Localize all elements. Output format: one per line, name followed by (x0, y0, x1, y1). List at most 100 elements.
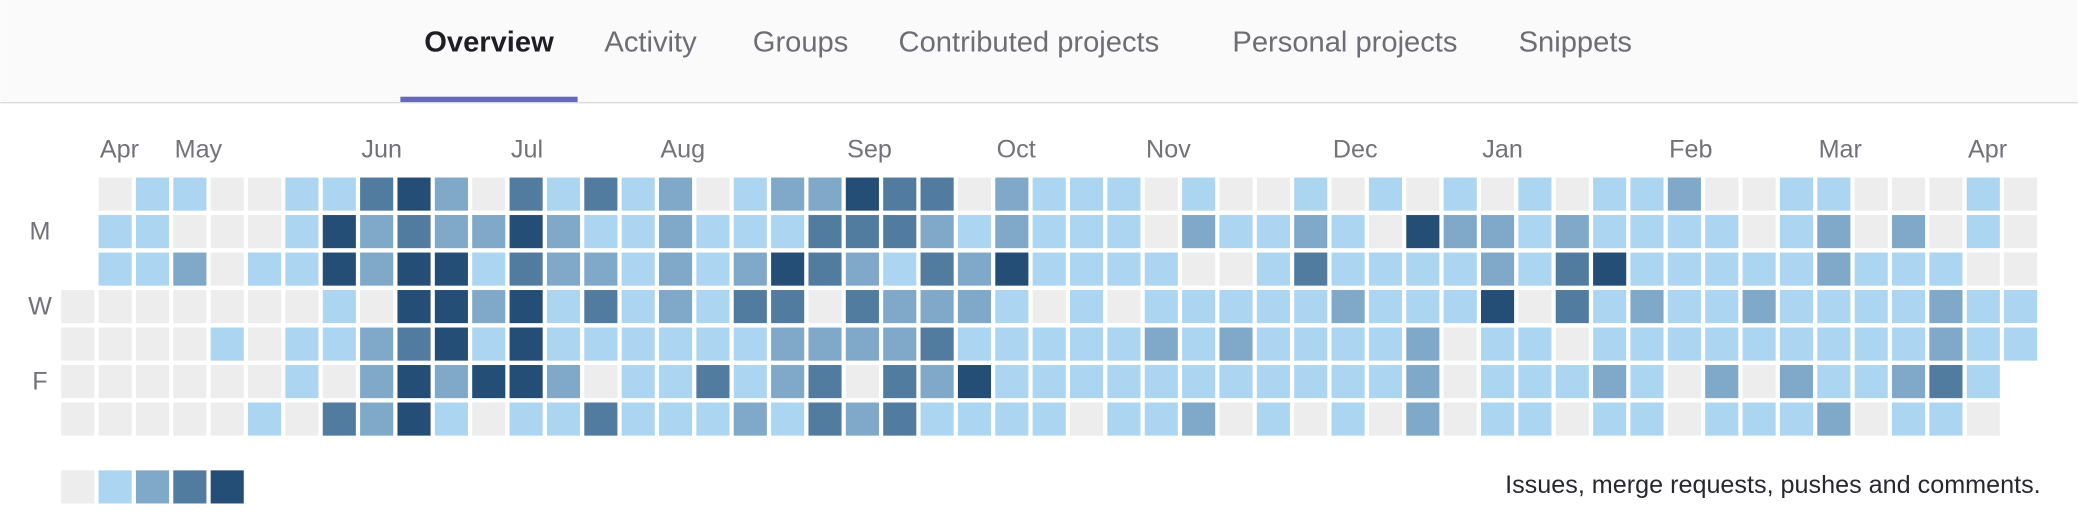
calendar-day[interactable] (248, 215, 282, 249)
calendar-day[interactable] (771, 215, 805, 249)
calendar-day[interactable] (659, 327, 693, 361)
calendar-day[interactable] (1593, 252, 1627, 286)
calendar-day[interactable] (1779, 365, 1814, 399)
calendar-day[interactable] (1107, 365, 1141, 399)
calendar-day[interactable] (98, 252, 132, 286)
calendar-day[interactable] (1294, 290, 1328, 324)
calendar-day[interactable] (1107, 290, 1141, 324)
calendar-day[interactable] (1667, 365, 1701, 399)
calendar-day[interactable] (135, 177, 170, 211)
calendar-day[interactable] (1032, 365, 1066, 399)
calendar-day[interactable] (771, 327, 805, 361)
calendar-day[interactable] (248, 365, 282, 399)
calendar-day[interactable] (920, 252, 954, 286)
calendar-day[interactable] (1854, 215, 1888, 249)
calendar-day[interactable] (957, 327, 992, 361)
calendar-day[interactable] (621, 365, 655, 399)
calendar-day[interactable] (1891, 365, 1926, 399)
calendar-day[interactable] (2004, 252, 2038, 286)
calendar-day[interactable] (1555, 290, 1589, 324)
calendar-day[interactable] (1331, 402, 1365, 436)
calendar-day[interactable] (1630, 177, 1664, 211)
calendar-day[interactable] (1219, 177, 1253, 211)
calendar-day[interactable] (210, 177, 244, 211)
calendar-day[interactable] (1070, 402, 1104, 436)
calendar-day[interactable] (733, 327, 767, 361)
calendar-day[interactable] (1817, 365, 1851, 399)
calendar-day[interactable] (1966, 215, 2000, 249)
calendar-day[interactable] (584, 177, 618, 211)
calendar-day[interactable] (1406, 290, 1440, 324)
calendar-day[interactable] (1891, 290, 1926, 324)
calendar-day[interactable] (1256, 327, 1290, 361)
calendar-day[interactable] (546, 365, 581, 399)
calendar-day[interactable] (1705, 252, 1739, 286)
calendar-day[interactable] (1331, 290, 1365, 324)
calendar-day[interactable] (1480, 327, 1515, 361)
calendar-day[interactable] (472, 365, 506, 399)
calendar-day[interactable] (210, 327, 244, 361)
calendar-day[interactable] (1891, 215, 1926, 249)
calendar-day[interactable] (584, 252, 618, 286)
calendar-day[interactable] (248, 252, 282, 286)
calendar-day[interactable] (1518, 290, 1552, 324)
calendar-day[interactable] (1107, 215, 1141, 249)
calendar-day[interactable] (546, 252, 581, 286)
calendar-day[interactable] (1443, 290, 1477, 324)
calendar-day[interactable] (1779, 177, 1814, 211)
calendar-day[interactable] (1443, 252, 1477, 286)
calendar-day[interactable] (1817, 215, 1851, 249)
calendar-day[interactable] (1667, 290, 1701, 324)
calendar-day[interactable] (1854, 252, 1888, 286)
calendar-day[interactable] (1070, 327, 1104, 361)
calendar-day[interactable] (1593, 290, 1627, 324)
calendar-day[interactable] (957, 177, 992, 211)
calendar-day[interactable] (434, 365, 468, 399)
calendar-day[interactable] (733, 252, 767, 286)
calendar-day[interactable] (1518, 177, 1552, 211)
calendar-day[interactable] (1256, 215, 1290, 249)
calendar-day[interactable] (1406, 402, 1440, 436)
calendar-day[interactable] (1070, 215, 1104, 249)
calendar-day[interactable] (845, 177, 879, 211)
calendar-day[interactable] (920, 327, 954, 361)
calendar-day[interactable] (733, 177, 767, 211)
calendar-day[interactable] (397, 365, 431, 399)
calendar-day[interactable] (696, 215, 730, 249)
calendar-day[interactable] (434, 215, 468, 249)
calendar-day[interactable] (1705, 290, 1739, 324)
calendar-day[interactable] (920, 365, 954, 399)
calendar-day[interactable] (883, 402, 917, 436)
calendar-day[interactable] (808, 290, 842, 324)
calendar-day[interactable] (1144, 327, 1178, 361)
calendar-day[interactable] (1817, 402, 1851, 436)
calendar-day[interactable] (1368, 402, 1403, 436)
calendar-day[interactable] (135, 327, 170, 361)
calendar-day[interactable] (1144, 215, 1178, 249)
calendar-day[interactable] (771, 365, 805, 399)
calendar-day[interactable] (1705, 327, 1739, 361)
calendar-day[interactable] (1630, 365, 1664, 399)
calendar-day[interactable] (957, 290, 992, 324)
calendar-day[interactable] (434, 252, 468, 286)
calendar-day[interactable] (285, 365, 319, 399)
calendar-day[interactable] (546, 402, 581, 436)
calendar-day[interactable] (360, 365, 394, 399)
calendar-day[interactable] (808, 402, 842, 436)
calendar-day[interactable] (771, 290, 805, 324)
calendar-day[interactable] (1966, 177, 2000, 211)
calendar-day[interactable] (509, 365, 543, 399)
calendar-day[interactable] (98, 365, 132, 399)
calendar-day[interactable] (808, 365, 842, 399)
calendar-day[interactable] (883, 327, 917, 361)
calendar-day[interactable] (2004, 290, 2038, 324)
calendar-day[interactable] (1219, 215, 1253, 249)
calendar-day[interactable] (1070, 252, 1104, 286)
calendar-day[interactable] (659, 177, 693, 211)
calendar-day[interactable] (1929, 290, 1963, 324)
tab[interactable]: Snippets (1519, 26, 1632, 58)
calendar-day[interactable] (1443, 365, 1477, 399)
calendar-day[interactable] (1667, 327, 1701, 361)
calendar-day[interactable] (135, 252, 170, 286)
calendar-day[interactable] (285, 215, 319, 249)
